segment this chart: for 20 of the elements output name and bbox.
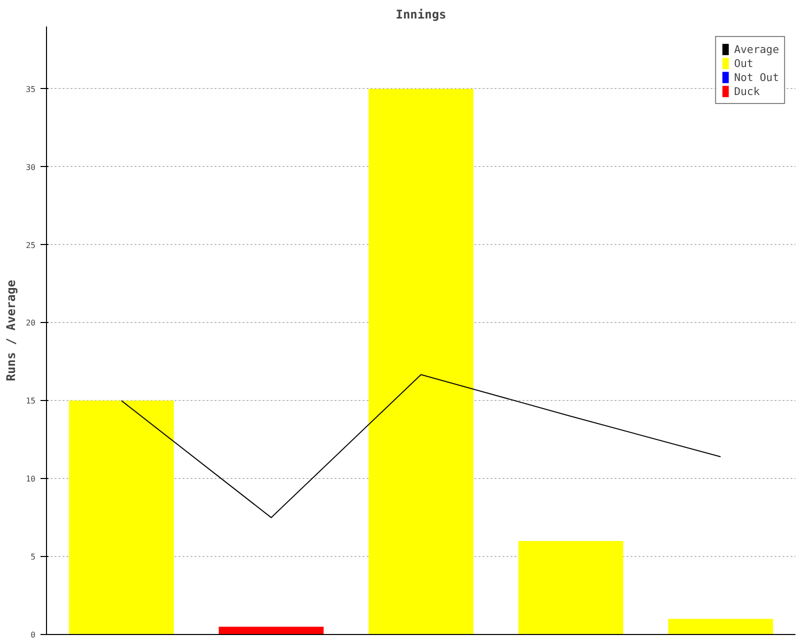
y-tick-label: 20 — [26, 318, 36, 328]
bar — [518, 540, 624, 634]
legend-label: Duck — [734, 84, 760, 98]
y-tick-label: 25 — [26, 240, 36, 250]
y-tick-label: 5 — [30, 552, 36, 562]
y-tick-label: 35 — [26, 84, 36, 94]
line-series — [120, 374, 722, 518]
bar — [68, 400, 174, 634]
legend-label: Out — [734, 56, 754, 70]
y-tick-label: 30 — [26, 162, 36, 172]
chart-title: Innings — [396, 8, 446, 22]
bar — [368, 88, 474, 634]
y-tick-label: 10 — [26, 474, 36, 484]
y-tick-label: 0 — [30, 630, 36, 640]
y-tick-label: 15 — [26, 396, 36, 406]
y-axis-title: Runs / Average — [4, 280, 18, 382]
legend-label: Average — [734, 42, 779, 56]
bar — [668, 618, 774, 634]
bar — [218, 626, 324, 634]
legend-label: Not Out — [734, 70, 779, 84]
